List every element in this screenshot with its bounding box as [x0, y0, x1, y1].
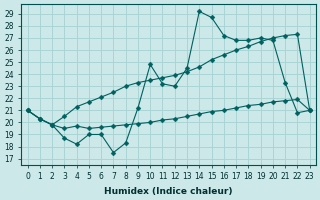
X-axis label: Humidex (Indice chaleur): Humidex (Indice chaleur) [104, 187, 233, 196]
